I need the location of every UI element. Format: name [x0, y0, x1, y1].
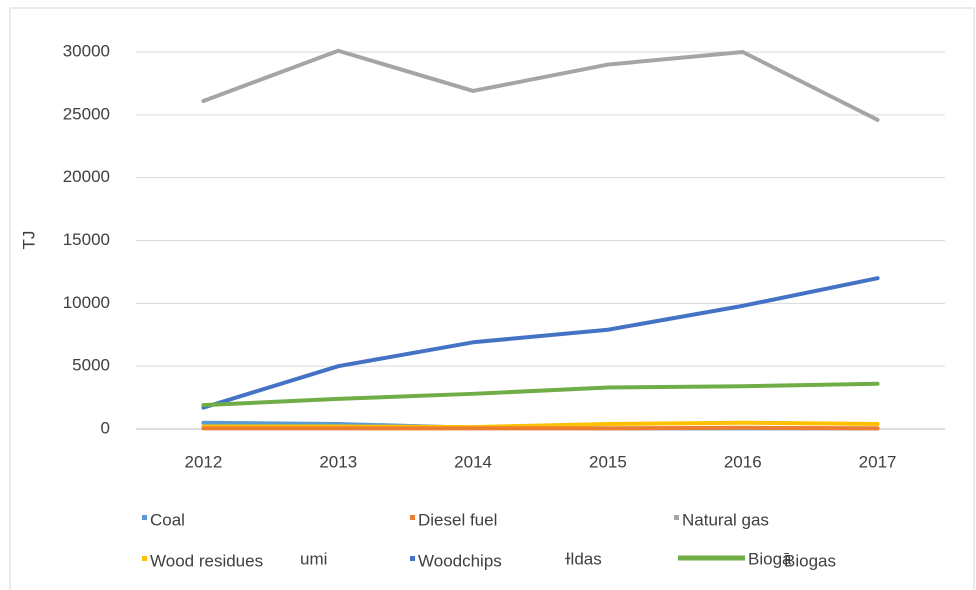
legend-label: Wood residues	[150, 551, 263, 570]
y-tick-label: 10000	[63, 293, 110, 312]
legend-label: Woodchips	[418, 551, 502, 570]
legend-fragment: Biogā	[748, 549, 792, 568]
x-tick-label: 2016	[724, 452, 762, 471]
y-tick-label: 30000	[63, 41, 110, 60]
legend-label: Biogas	[784, 551, 836, 570]
legend-marker	[410, 556, 415, 561]
series-line	[201, 425, 880, 431]
legend-label: Coal	[150, 510, 185, 529]
legend-label: Natural gas	[682, 510, 769, 529]
legend-label: Diesel fuel	[418, 510, 497, 529]
y-axis-label: TJ	[19, 231, 38, 250]
chart-frame	[9, 7, 975, 590]
x-tick-label: 2015	[589, 452, 627, 471]
legend-fragment: umi	[300, 549, 327, 568]
legend-marker	[410, 515, 415, 520]
series-line	[201, 381, 880, 408]
y-tick-label: 0	[101, 418, 110, 437]
legend-marker	[142, 515, 147, 520]
legend-fragment: ɫldas	[565, 549, 602, 568]
y-tick-label: 25000	[63, 104, 110, 123]
x-tick-label: 2013	[319, 452, 357, 471]
y-tick-label: 5000	[72, 356, 110, 375]
y-tick-label: 15000	[63, 230, 110, 249]
series-line	[201, 48, 880, 122]
legend-marker	[674, 515, 679, 520]
x-tick-label: 2014	[454, 452, 492, 471]
legend-marker	[142, 556, 147, 561]
x-tick-label: 2017	[859, 452, 897, 471]
series-line	[201, 276, 880, 410]
y-tick-label: 20000	[63, 167, 110, 186]
x-tick-label: 2012	[185, 452, 223, 471]
